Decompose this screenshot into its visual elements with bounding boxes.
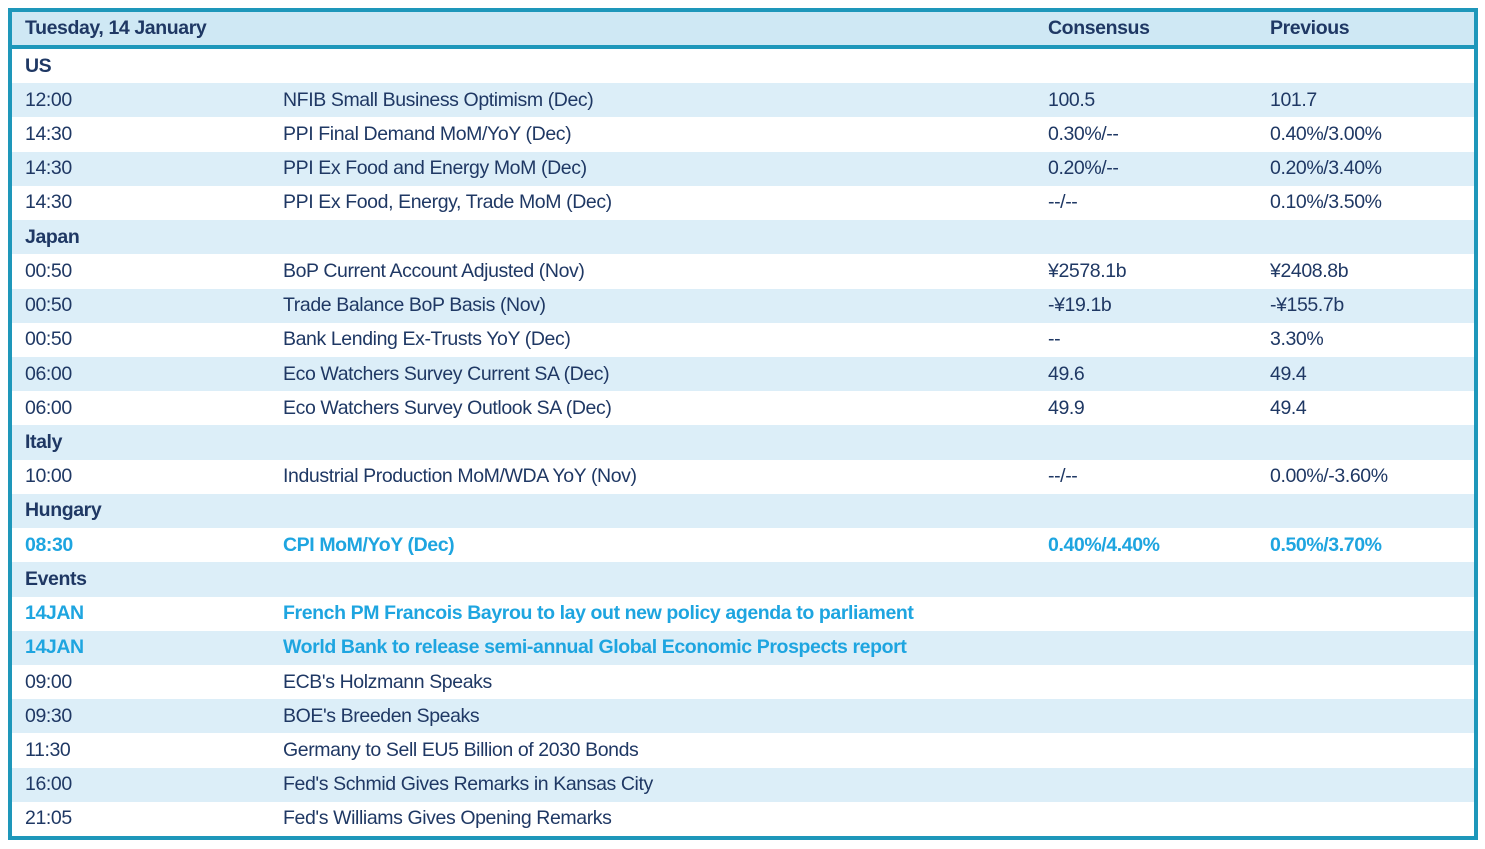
event-cell: Trade Balance BoP Basis (Nov) (283, 294, 546, 317)
previous-cell: -¥155.7b (1270, 294, 1344, 317)
event-cell: NFIB Small Business Optimism (Dec) (283, 88, 594, 111)
calendar-header-row: Tuesday, 14 January Consensus Previous (12, 12, 1474, 49)
consensus-cell: --/-- (1048, 191, 1078, 214)
event-cell: Fed's Williams Gives Opening Remarks (283, 807, 612, 830)
time-cell: 14:30 (25, 191, 72, 214)
previous-cell: 101.7 (1270, 88, 1317, 111)
table-row: 08:30 CPI MoM/YoY (Dec) 0.40%/4.40% 0.50… (12, 528, 1474, 563)
consensus-cell: 0.40%/4.40% (1048, 533, 1160, 556)
event-cell: World Bank to release semi-annual Global… (283, 636, 907, 659)
consensus-cell: -- (1048, 328, 1061, 351)
table-row: 11:30 Germany to Sell EU5 Billion of 203… (12, 733, 1474, 768)
consensus-cell: -¥19.1b (1048, 294, 1112, 317)
event-cell: Germany to Sell EU5 Billion of 2030 Bond… (283, 738, 639, 761)
time-cell: 08:30 (25, 533, 73, 556)
event-cell: Industrial Production MoM/WDA YoY (Nov) (283, 465, 637, 488)
economic-calendar-table: Tuesday, 14 January Consensus Previous U… (8, 8, 1478, 840)
consensus-cell: 49.9 (1048, 396, 1085, 419)
event-cell: PPI Ex Food and Energy MoM (Dec) (283, 157, 587, 180)
time-cell: 21:05 (25, 807, 72, 830)
event-cell: ECB's Holzmann Speaks (283, 670, 492, 693)
event-cell: Bank Lending Ex-Trusts YoY (Dec) (283, 328, 571, 351)
table-row: 14JAN World Bank to release semi-annual … (12, 630, 1474, 665)
table-row: 06:00 Eco Watchers Survey Current SA (De… (12, 356, 1474, 392)
event-cell: BoP Current Account Adjusted (Nov) (283, 259, 585, 282)
section-row: US (12, 49, 1474, 84)
previous-column-header: Previous (1270, 17, 1350, 39)
table-row: 16:00 Fed's Schmid Gives Remarks in Kans… (12, 767, 1474, 802)
time-cell: 00:50 (25, 259, 72, 282)
table-row: 10:00 Industrial Production MoM/WDA YoY … (12, 459, 1474, 494)
time-cell: 14JAN (25, 602, 84, 625)
time-cell: 06:00 (25, 396, 72, 419)
table-row: 21:05 Fed's Williams Gives Opening Remar… (12, 801, 1474, 837)
previous-cell: 49.4 (1270, 362, 1307, 385)
time-cell: 14JAN (25, 636, 84, 659)
previous-cell: 0.40%/3.00% (1270, 123, 1382, 146)
event-cell: PPI Ex Food, Energy, Trade MoM (Dec) (283, 191, 612, 214)
section-label: Italy (25, 431, 63, 454)
section-label: Events (25, 567, 87, 590)
section-label: Hungary (25, 499, 102, 522)
table-row: 14:30 PPI Final Demand MoM/YoY (Dec) 0.3… (12, 117, 1474, 152)
time-cell: 11:30 (25, 738, 71, 761)
previous-cell: 49.4 (1270, 396, 1307, 419)
date-header: Tuesday, 14 January (25, 17, 207, 39)
previous-cell: 0.10%/3.50% (1270, 191, 1382, 214)
previous-cell: 0.00%/-3.60% (1270, 465, 1388, 488)
consensus-cell: 49.6 (1048, 362, 1085, 385)
previous-cell: 0.20%/3.40% (1270, 157, 1382, 180)
event-cell: French PM Francois Bayrou to lay out new… (283, 602, 914, 625)
consensus-cell: --/-- (1048, 465, 1078, 488)
time-cell: 16:00 (25, 773, 72, 796)
time-cell: 10:00 (25, 465, 72, 488)
time-cell: 14:30 (25, 123, 72, 146)
time-cell: 09:30 (25, 704, 72, 727)
table-row: 09:00 ECB's Holzmann Speaks (12, 664, 1474, 700)
table-row: 06:00 Eco Watchers Survey Outlook SA (De… (12, 391, 1474, 426)
table-row: 00:50 Trade Balance BoP Basis (Nov) -¥19… (12, 288, 1474, 323)
table-row: 09:30 BOE's Breeden Speaks (12, 699, 1474, 734)
consensus-cell: 0.30%/-- (1048, 123, 1119, 146)
table-row: 00:50 Bank Lending Ex-Trusts YoY (Dec) -… (12, 322, 1474, 357)
consensus-cell: 100.5 (1048, 88, 1095, 111)
time-cell: 06:00 (25, 362, 72, 385)
section-row: Italy (12, 425, 1474, 460)
section-row: Events (12, 562, 1474, 597)
event-cell: Eco Watchers Survey Current SA (Dec) (283, 362, 610, 385)
event-cell: Eco Watchers Survey Outlook SA (Dec) (283, 396, 612, 419)
time-cell: 00:50 (25, 294, 72, 317)
table-row: 14JAN French PM Francois Bayrou to lay o… (12, 596, 1474, 631)
section-label: Japan (25, 225, 80, 248)
section-row: Japan (12, 220, 1474, 255)
table-row: 12:00 NFIB Small Business Optimism (Dec)… (12, 83, 1474, 118)
time-cell: 09:00 (25, 670, 72, 693)
time-cell: 00:50 (25, 328, 72, 351)
table-row: 00:50 BoP Current Account Adjusted (Nov)… (12, 254, 1474, 289)
table-row: 14:30 PPI Ex Food and Energy MoM (Dec) 0… (12, 151, 1474, 186)
time-cell: 12:00 (25, 88, 72, 111)
time-cell: 14:30 (25, 157, 72, 180)
event-cell: PPI Final Demand MoM/YoY (Dec) (283, 123, 572, 146)
previous-cell: 0.50%/3.70% (1270, 533, 1382, 556)
event-cell: BOE's Breeden Speaks (283, 704, 480, 727)
section-label: US (25, 54, 52, 77)
consensus-cell: ¥2578.1b (1048, 259, 1127, 282)
section-row: Hungary (12, 493, 1474, 529)
event-cell: Fed's Schmid Gives Remarks in Kansas Cit… (283, 773, 653, 796)
consensus-column-header: Consensus (1048, 17, 1150, 39)
consensus-cell: 0.20%/-- (1048, 157, 1119, 180)
event-cell: CPI MoM/YoY (Dec) (283, 533, 455, 556)
table-row: 14:30 PPI Ex Food, Energy, Trade MoM (De… (12, 185, 1474, 221)
previous-cell: ¥2408.8b (1270, 259, 1349, 282)
previous-cell: 3.30% (1270, 328, 1324, 351)
